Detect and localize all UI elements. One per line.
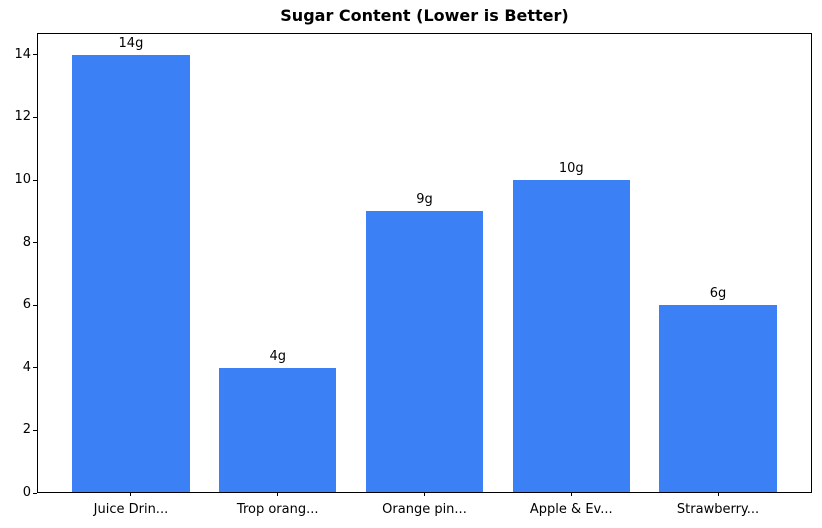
bar (659, 305, 777, 492)
x-tick-label: Juice Drin... (93, 502, 169, 517)
y-tick-label: 8 (22, 234, 31, 250)
bar (512, 180, 630, 492)
y-tick-mark (33, 429, 37, 431)
y-tick-label: 14 (14, 46, 31, 62)
bar-value-label: 9g (416, 192, 433, 208)
y-tick-mark (33, 54, 37, 56)
x-tick-mark (130, 492, 132, 496)
y-tick-label: 0 (22, 485, 31, 500)
x-tick-mark (717, 492, 719, 496)
bar (219, 367, 337, 492)
y-tick-mark (33, 367, 37, 369)
bar-value-label: 10g (558, 161, 584, 177)
y-tick-label: 10 (14, 172, 31, 188)
y-tick-mark (33, 242, 37, 244)
x-tick-label: Strawberry... (676, 502, 760, 517)
x-tick-mark (277, 492, 279, 496)
bar-value-label: 6g (709, 286, 727, 302)
x-tick-mark (424, 492, 425, 496)
y-tick-label: 12 (14, 109, 31, 125)
bar (72, 54, 190, 492)
y-tick-label: 6 (22, 297, 31, 313)
y-tick-label: 4 (22, 359, 31, 375)
y-tick-mark (33, 116, 37, 118)
chart-title: Sugar Content (Lower is Better) (280, 6, 569, 25)
x-tick-label: Orange pin... (382, 502, 467, 517)
y-tick-label: 2 (22, 422, 31, 438)
x-tick-label: Trop orang... (236, 502, 319, 517)
y-tick-mark (33, 179, 37, 181)
bar-value-label: 14g (118, 35, 144, 51)
y-tick-mark (33, 492, 37, 494)
x-tick-mark (570, 492, 572, 496)
bar-value-label: 4g (269, 348, 286, 364)
y-tick-mark (33, 304, 37, 306)
x-tick-label: Apple & Ev... (529, 502, 613, 517)
bar (365, 211, 484, 492)
